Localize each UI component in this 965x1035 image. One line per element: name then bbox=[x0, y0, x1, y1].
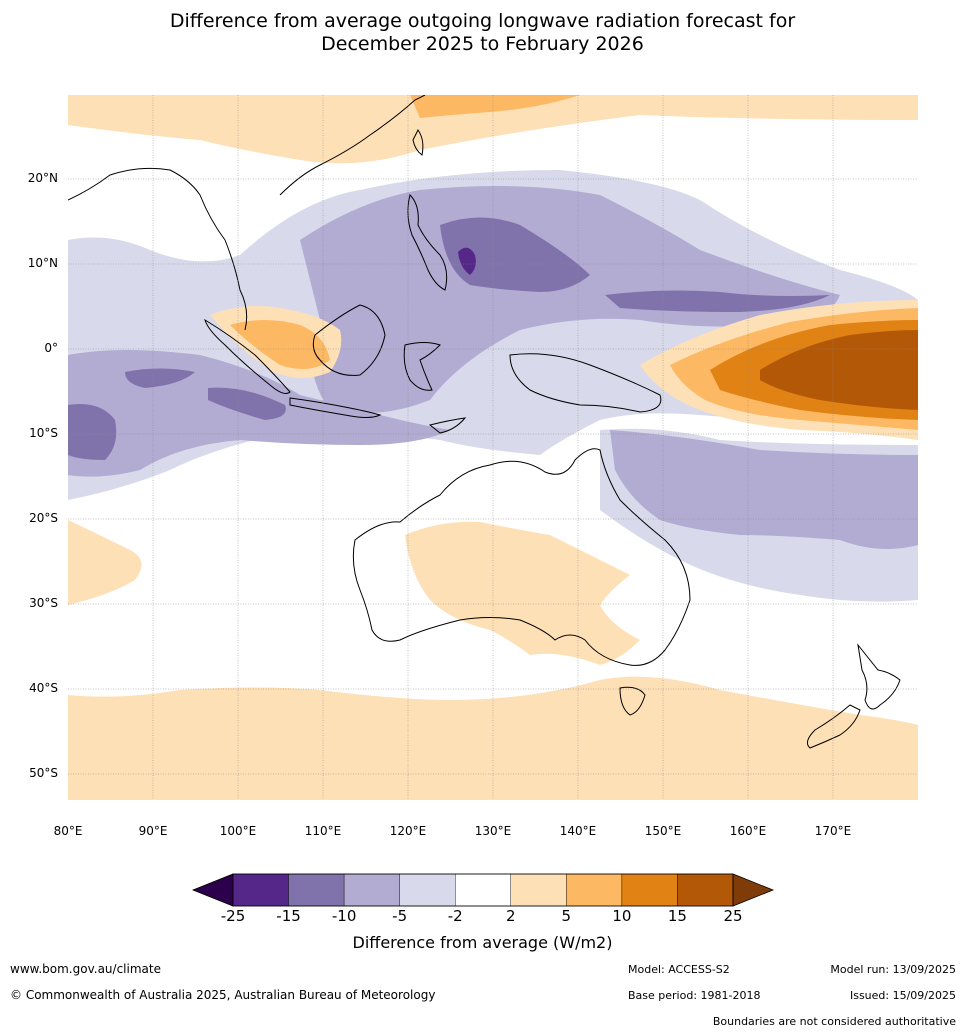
taiwan-coastline bbox=[412, 129, 424, 156]
anomaly-region-dark-purple-west bbox=[68, 404, 117, 460]
footer-copyright: © Commonwealth of Australia 2025, Austra… bbox=[10, 988, 436, 1002]
title-line-1: Difference from average outgoing longwav… bbox=[169, 10, 796, 32]
colorbar-swatch bbox=[232, 873, 289, 907]
lon-label-140e: 140°E bbox=[559, 824, 597, 838]
footer-model-run: Model run: 13/09/2025 bbox=[830, 963, 956, 976]
colorbar-swatch bbox=[677, 873, 734, 907]
footer-base-period: Base period: 1981-2018 bbox=[628, 989, 761, 1002]
lat-label-40s: 40°S bbox=[29, 681, 58, 695]
footer-website: www.bom.gov.au/climate bbox=[10, 962, 161, 976]
anomaly-region-dark-purple-indian bbox=[125, 368, 195, 388]
colorbar-arrow-max bbox=[732, 873, 775, 907]
sulawesi-coastline bbox=[403, 342, 441, 391]
colorbar-swatch bbox=[288, 873, 345, 907]
colorbar-tick-label: -10 bbox=[331, 907, 357, 925]
colorbar-swatch bbox=[566, 873, 623, 907]
anomaly-region-orange-north bbox=[410, 95, 580, 118]
anomaly-map bbox=[68, 95, 918, 800]
lat-label-10n: 10°N bbox=[27, 256, 58, 270]
lon-label-160e: 160°E bbox=[729, 824, 767, 838]
colorbar-tick-label: 5 bbox=[561, 907, 572, 925]
lat-label-20n: 20°N bbox=[27, 171, 58, 185]
colorbar-swatch bbox=[621, 873, 678, 907]
sumatra-coastline bbox=[204, 318, 291, 394]
anomaly-region-deep-purple bbox=[458, 247, 476, 275]
title-line-2: December 2025 to February 2026 bbox=[321, 33, 644, 55]
java-coastline bbox=[289, 397, 382, 418]
tasmania-coastline bbox=[619, 686, 646, 716]
lon-label-80e: 80°E bbox=[53, 824, 83, 838]
new-zealand-south-coastline bbox=[806, 704, 861, 749]
lat-label-0: 0° bbox=[44, 341, 58, 355]
footer-model: Model: ACCESS-S2 bbox=[628, 963, 730, 976]
timor-coastline bbox=[428, 417, 467, 434]
colorbar-swatch bbox=[455, 873, 511, 907]
anomaly-region-light-orange-north bbox=[68, 95, 918, 164]
anomaly-region-dark-purple-east bbox=[605, 290, 830, 312]
lon-label-120e: 120°E bbox=[389, 824, 427, 838]
footer-disclaimer: Boundaries are not considered authoritat… bbox=[712, 1015, 956, 1028]
anomaly-region-dark-purple-java bbox=[208, 387, 286, 420]
philippines-coastline bbox=[407, 194, 448, 291]
colorbar-swatch bbox=[399, 873, 456, 907]
colorbar-tick-label: 15 bbox=[667, 907, 687, 925]
anomaly-region-light-orange-australia bbox=[405, 521, 640, 665]
lat-label-30s: 30°S bbox=[29, 596, 58, 610]
colorbar bbox=[191, 873, 775, 907]
lon-label-130e: 130°E bbox=[474, 824, 512, 838]
colorbar-tick-label: -15 bbox=[276, 907, 301, 925]
colorbar-outline bbox=[232, 873, 734, 907]
anomaly-region-dark-purple bbox=[440, 217, 590, 292]
australia-coastline bbox=[352, 448, 691, 666]
lon-label-90e: 90°E bbox=[138, 824, 168, 838]
lon-label-110e: 110°E bbox=[304, 824, 342, 838]
graticule bbox=[68, 95, 918, 800]
footer-issued: Issued: 15/09/2025 bbox=[849, 989, 956, 1002]
colorbar-swatch bbox=[343, 873, 400, 907]
new-guinea-coastline bbox=[509, 353, 662, 413]
borneo-coastline bbox=[312, 304, 386, 376]
asia-coastline bbox=[68, 95, 426, 331]
colorbar-tick-label: 2 bbox=[505, 907, 516, 925]
colorbar-swatch bbox=[510, 873, 567, 907]
coastlines bbox=[68, 95, 901, 749]
lat-label-50s: 50°S bbox=[29, 766, 58, 780]
lat-label-10s: 10°S bbox=[29, 426, 58, 440]
map-title: Difference from average outgoing longwav… bbox=[0, 10, 965, 56]
colorbar-tick-label: -5 bbox=[392, 907, 408, 925]
map-panel: 20°N 10°N 0° 10°S 20°S 30°S 40°S 50°S 80… bbox=[27, 95, 918, 838]
new-zealand-north-coastline bbox=[857, 643, 901, 710]
colorbar-arrow-min bbox=[191, 873, 234, 907]
lon-label-100e: 100°E bbox=[219, 824, 257, 838]
lat-label-20s: 20°S bbox=[29, 511, 58, 525]
colorbar-swatches bbox=[191, 873, 775, 907]
anomaly-region-mid-purple bbox=[300, 186, 840, 414]
lon-label-170e: 170°E bbox=[814, 824, 852, 838]
lon-label-150e: 150°E bbox=[644, 824, 682, 838]
colorbar-tick-label: -2 bbox=[447, 907, 463, 925]
anomaly-region-orange-sumatra bbox=[230, 320, 330, 369]
colorbar-tick-label: 25 bbox=[723, 907, 743, 925]
colorbar-tick-label: -25 bbox=[220, 907, 246, 925]
colorbar-label: Difference from average (W/m2) bbox=[352, 933, 613, 952]
anomaly-region-brown-pacific bbox=[760, 330, 918, 410]
anomaly-region-light-orange-indian bbox=[68, 520, 142, 605]
colorbar-tick-label: 10 bbox=[612, 907, 632, 925]
